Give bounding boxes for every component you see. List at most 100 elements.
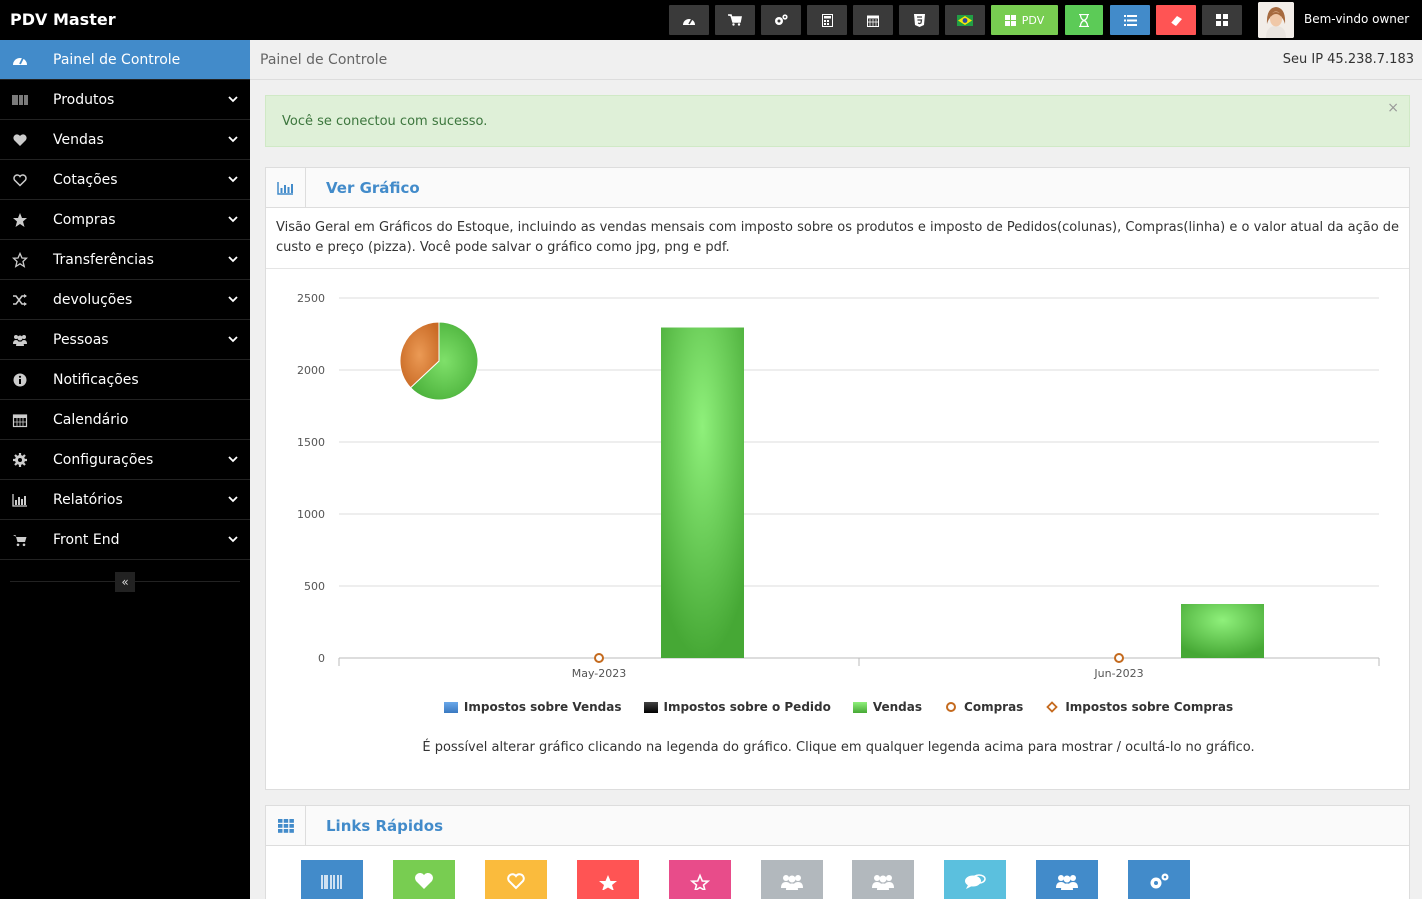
chevron-down-icon: [228, 216, 238, 223]
calendar-button[interactable]: [853, 5, 893, 35]
customers-link[interactable]: [761, 860, 823, 899]
calendar-icon: [867, 15, 879, 27]
legend-swatch: [946, 702, 957, 712]
grid-icon: [1216, 14, 1228, 26]
dashboard-icon: [683, 18, 695, 25]
legend-label: Impostos sobre Vendas: [463, 700, 622, 714]
quick-links-title: Links Rápidos: [326, 817, 444, 835]
pie-slice: [399, 321, 440, 389]
sidebar-item-label: Vendas: [53, 131, 104, 148]
sidebar-collapse-button[interactable]: «: [115, 572, 135, 592]
star-icon: [13, 213, 27, 227]
sidebar-item-people[interactable]: Pessoas: [0, 320, 250, 360]
sidebar-item-label: Notificações: [53, 371, 139, 388]
chevron-down-icon: [228, 536, 238, 543]
sidebar-item-products[interactable]: Produtos: [0, 80, 250, 120]
dashboard-button[interactable]: [669, 5, 709, 35]
sidebar-item-label: Compras: [53, 211, 116, 228]
chart-panel-title[interactable]: Ver Gráfico: [326, 179, 420, 197]
legend-label: Impostos sobre Compras: [1065, 700, 1234, 714]
sidebar-item-label: Relatórios: [53, 491, 123, 508]
html5-icon: [913, 13, 925, 27]
sidebar-item-label: Pessoas: [53, 331, 109, 348]
y-tick-label: 1500: [297, 436, 325, 449]
chevron-down-icon: [228, 456, 238, 463]
sidebar-item-calendar[interactable]: Calendário: [0, 400, 250, 440]
quotes-link[interactable]: [485, 860, 547, 899]
notifications-link[interactable]: [944, 860, 1006, 899]
success-alert: Você se conectou com sucesso. ×: [265, 95, 1410, 147]
close-icon[interactable]: ×: [1387, 100, 1399, 116]
barcode-icon: [12, 95, 28, 105]
html5-button[interactable]: [899, 5, 939, 35]
legend-item-purchase-tax[interactable]: Impostos sobre Compras: [1045, 700, 1233, 714]
bar-chart-icon: [277, 182, 293, 195]
users-link[interactable]: [1036, 860, 1098, 899]
pos-cart-button[interactable]: [715, 5, 755, 35]
sidebar-item-label: devoluções: [53, 291, 133, 308]
chart-hint: É possível alterar gráfico clicando na l…: [422, 740, 1255, 755]
heart-outline-icon: [13, 174, 27, 187]
y-tick-label: 0: [318, 652, 325, 665]
sidebar-item-transfers[interactable]: Transferências: [0, 240, 250, 280]
heart-outline-icon: [507, 872, 525, 889]
top-navbar: PDV Master PDV: [0, 0, 1422, 40]
sidebar-item-purchases[interactable]: Compras: [0, 200, 250, 240]
list-icon: [1123, 14, 1137, 26]
users-icon: [1056, 874, 1078, 890]
sidebar-item-quotes[interactable]: Cotações: [0, 160, 250, 200]
legend-item-order-tax[interactable]: Impostos sobre o Pedido: [643, 700, 831, 714]
page-title: Painel de Controle: [260, 52, 388, 68]
pdv-button[interactable]: PDV: [991, 5, 1058, 35]
star-outline-icon: [12, 252, 28, 268]
language-button[interactable]: [945, 5, 985, 35]
x-tick-label: May-2023: [572, 667, 627, 680]
divider: [266, 268, 1409, 269]
sidebar-item-dashboard[interactable]: Painel de Controle: [0, 40, 250, 80]
sidebar-item-settings[interactable]: Configurações: [0, 440, 250, 480]
sidebar-item-returns[interactable]: devoluções: [0, 280, 250, 320]
welcome-text[interactable]: Bem-vindo owner: [1304, 12, 1410, 26]
chart-legend: Impostos sobre Vendas Impostos sobre o P…: [266, 700, 1411, 714]
transfers-link[interactable]: [669, 860, 731, 899]
calculator-icon: [821, 13, 833, 27]
sidebar-item-front-end[interactable]: Front End: [0, 520, 250, 560]
legend-item-sales-tax[interactable]: Impostos sobre Vendas: [443, 700, 622, 714]
sidebar-item-label: Cotações: [53, 171, 118, 188]
sidebar: Painel de Controle Produtos Vendas Cotaç…: [0, 40, 250, 899]
register-button[interactable]: [1065, 5, 1103, 35]
sidebar-item-notifications[interactable]: Notificações: [0, 360, 250, 400]
list-button[interactable]: [1110, 5, 1150, 35]
legend-swatch: [643, 701, 658, 713]
suppliers-link[interactable]: [852, 860, 914, 899]
legend-item-sales[interactable]: Vendas: [852, 700, 922, 714]
settings-button[interactable]: [761, 5, 801, 35]
cog-icon: [13, 453, 27, 467]
sales-chart[interactable]: 0 500 1000 1500 2000 2500 May-2023 Jun-2023: [266, 278, 1411, 688]
clear-button[interactable]: [1156, 5, 1196, 35]
apps-button[interactable]: [1202, 5, 1242, 35]
sidebar-item-label: Calendário: [53, 411, 129, 428]
users-icon: [781, 874, 803, 890]
sidebar-item-reports[interactable]: Relatórios: [0, 480, 250, 520]
avatar[interactable]: [1258, 2, 1294, 38]
pie-slice: [409, 321, 479, 401]
chevron-down-icon: [228, 96, 238, 103]
brand-logo[interactable]: PDV Master: [10, 10, 116, 29]
pdv-label: PDV: [1021, 13, 1045, 27]
star-outline-icon: [689, 872, 711, 890]
purchases-link[interactable]: [577, 860, 639, 899]
chart-description: Visão Geral em Gráficos do Estoque, incl…: [276, 220, 1400, 255]
products-link[interactable]: [301, 860, 363, 899]
alert-message: Você se conectou com sucesso.: [282, 114, 488, 129]
brazil-flag-icon: [957, 14, 973, 26]
settings-link[interactable]: [1128, 860, 1190, 899]
star-icon: [599, 874, 617, 890]
point-compras: [1114, 653, 1124, 663]
sidebar-item-sales[interactable]: Vendas: [0, 120, 250, 160]
sales-link[interactable]: [393, 860, 455, 899]
cogs-icon: [1150, 873, 1169, 888]
legend-label: Compras: [964, 700, 1024, 714]
calculator-button[interactable]: [807, 5, 847, 35]
legend-item-purchases[interactable]: Compras: [944, 700, 1023, 714]
